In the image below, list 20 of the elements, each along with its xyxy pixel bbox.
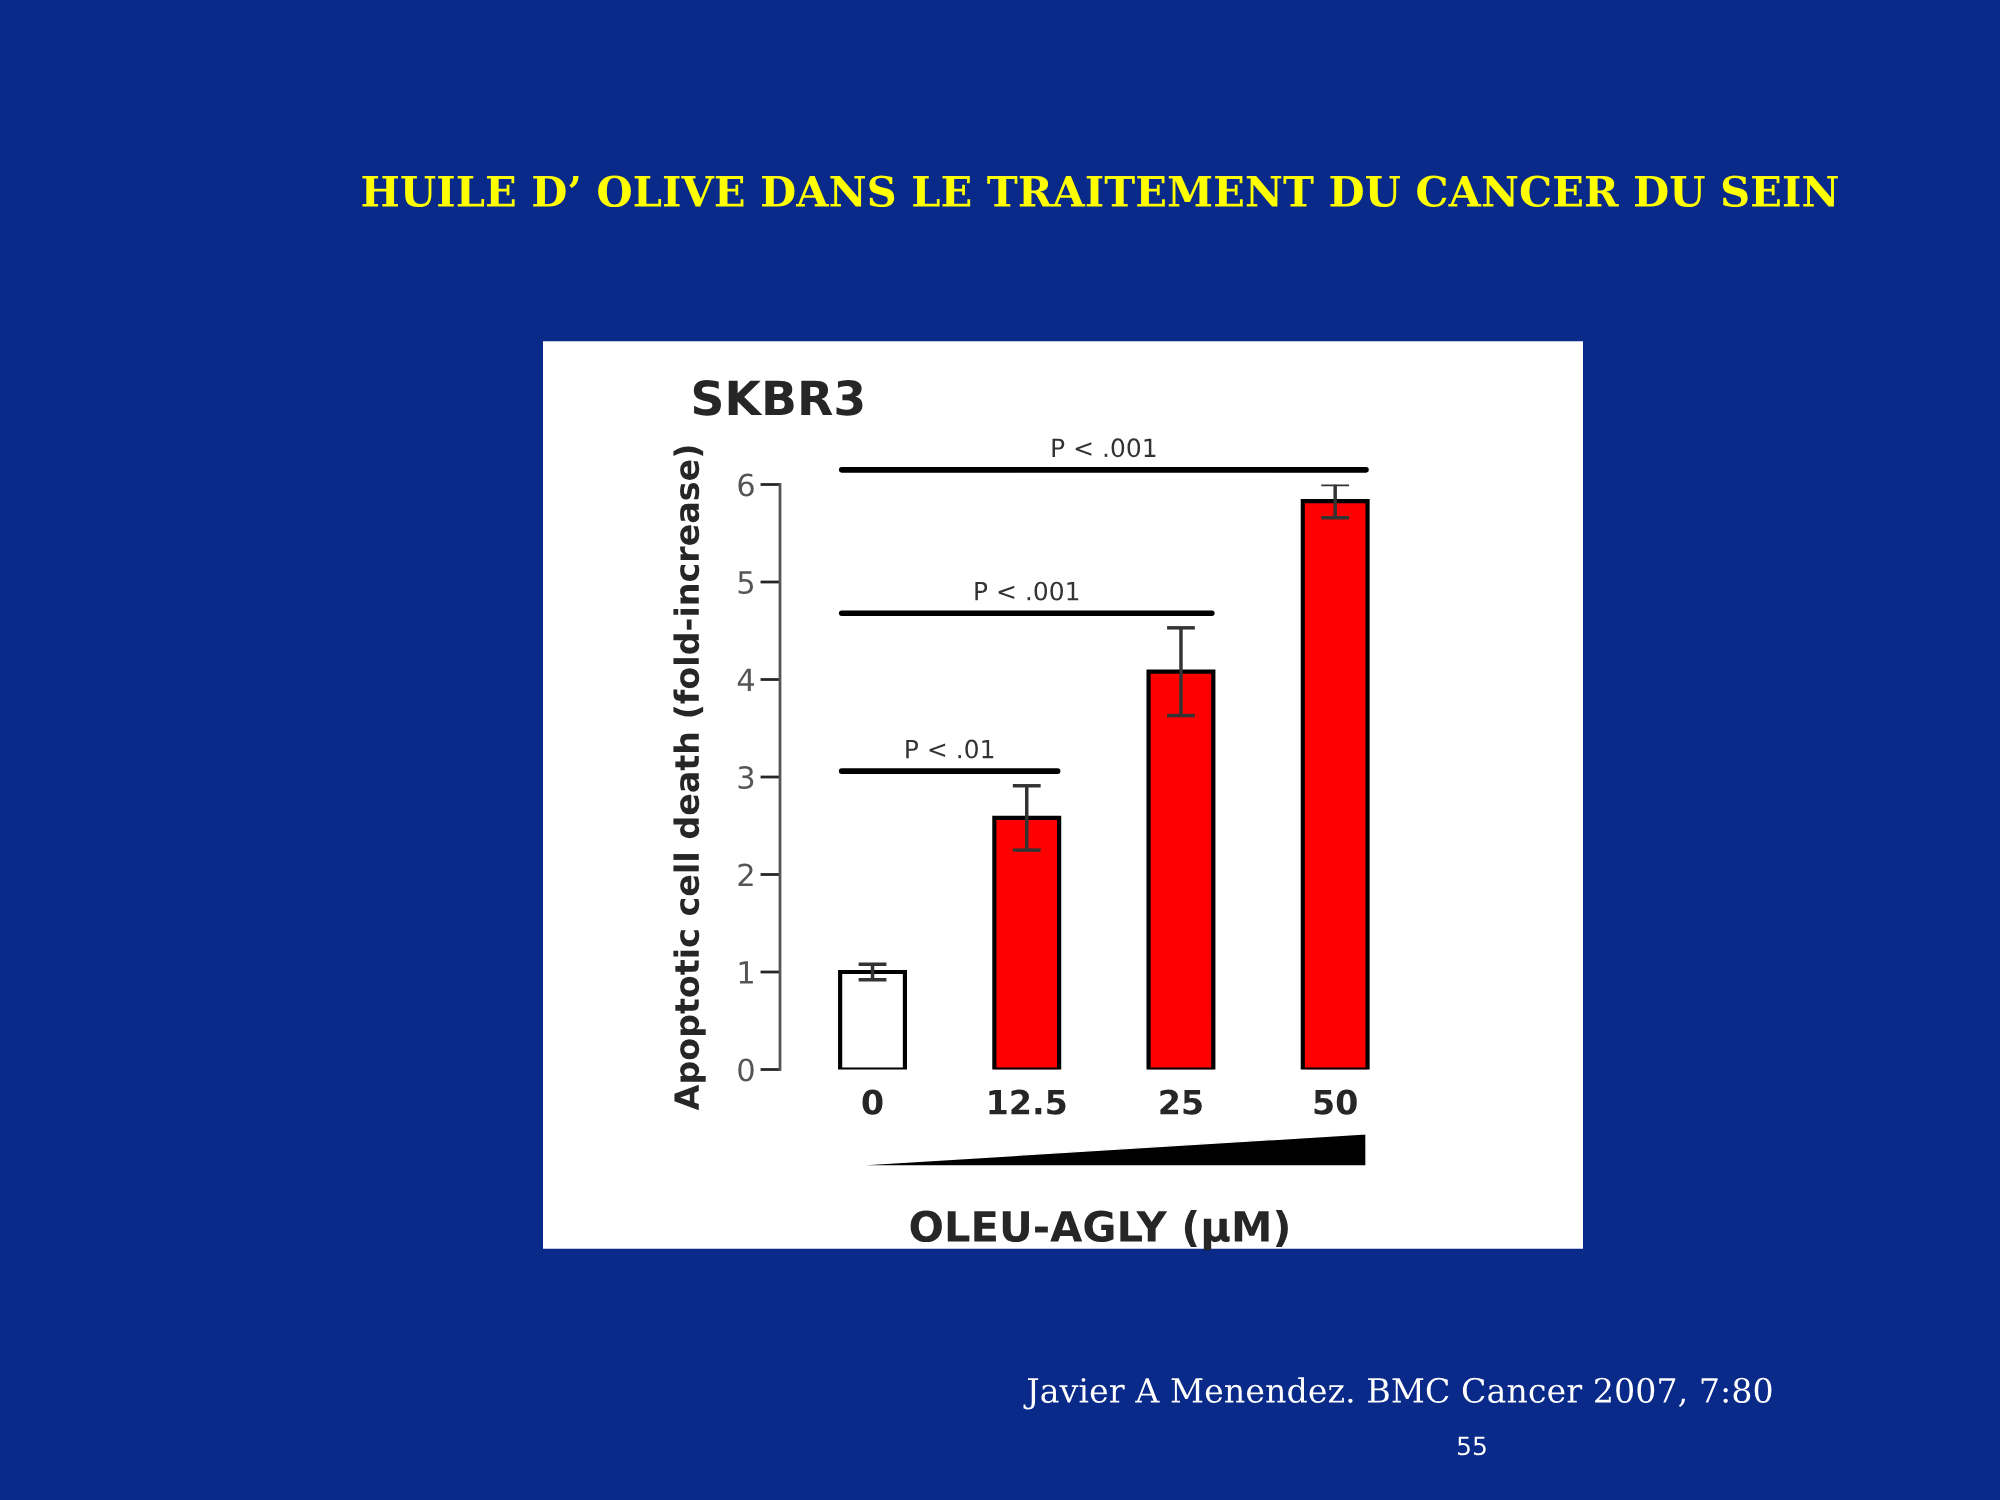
x-axis-title: OLEU-AGLY (µM) [910,1209,1288,1251]
x-tick-label: 25 [1160,1089,1202,1115]
y-tick-label: 5 [738,571,754,595]
y-tick-label: 6 [738,473,754,497]
text: Javier A Menendez. BMC Cancer 2007, 7:80 [1023,1377,1772,1410]
chart-title: HUILE D’ OLIVE DANS LE TRAITEMENT DU CANCER DU SEIN [362,175,1838,208]
x-tick-label: 12.5 [989,1089,1066,1115]
y-tick-label: 0 [738,1058,754,1082]
text: 55 [1458,1436,1486,1456]
x-tick-label: 0 [862,1089,883,1115]
y-tick-label: 2 [738,863,753,887]
y-tick-label: 1 [739,961,753,984]
chart-subtitle: SKBR3 [693,380,863,416]
text: P < .001 [1052,438,1156,458]
y-tick-label: 3 [738,765,754,790]
annotation: P < .001 [975,581,1079,601]
y-tick-label: 4 [737,668,754,692]
x-tick-label: 50 [1314,1089,1357,1115]
annotation: P < .01 [906,739,994,759]
y-axis-title: Apoptotic cell death (fold-increase) [673,446,706,1111]
